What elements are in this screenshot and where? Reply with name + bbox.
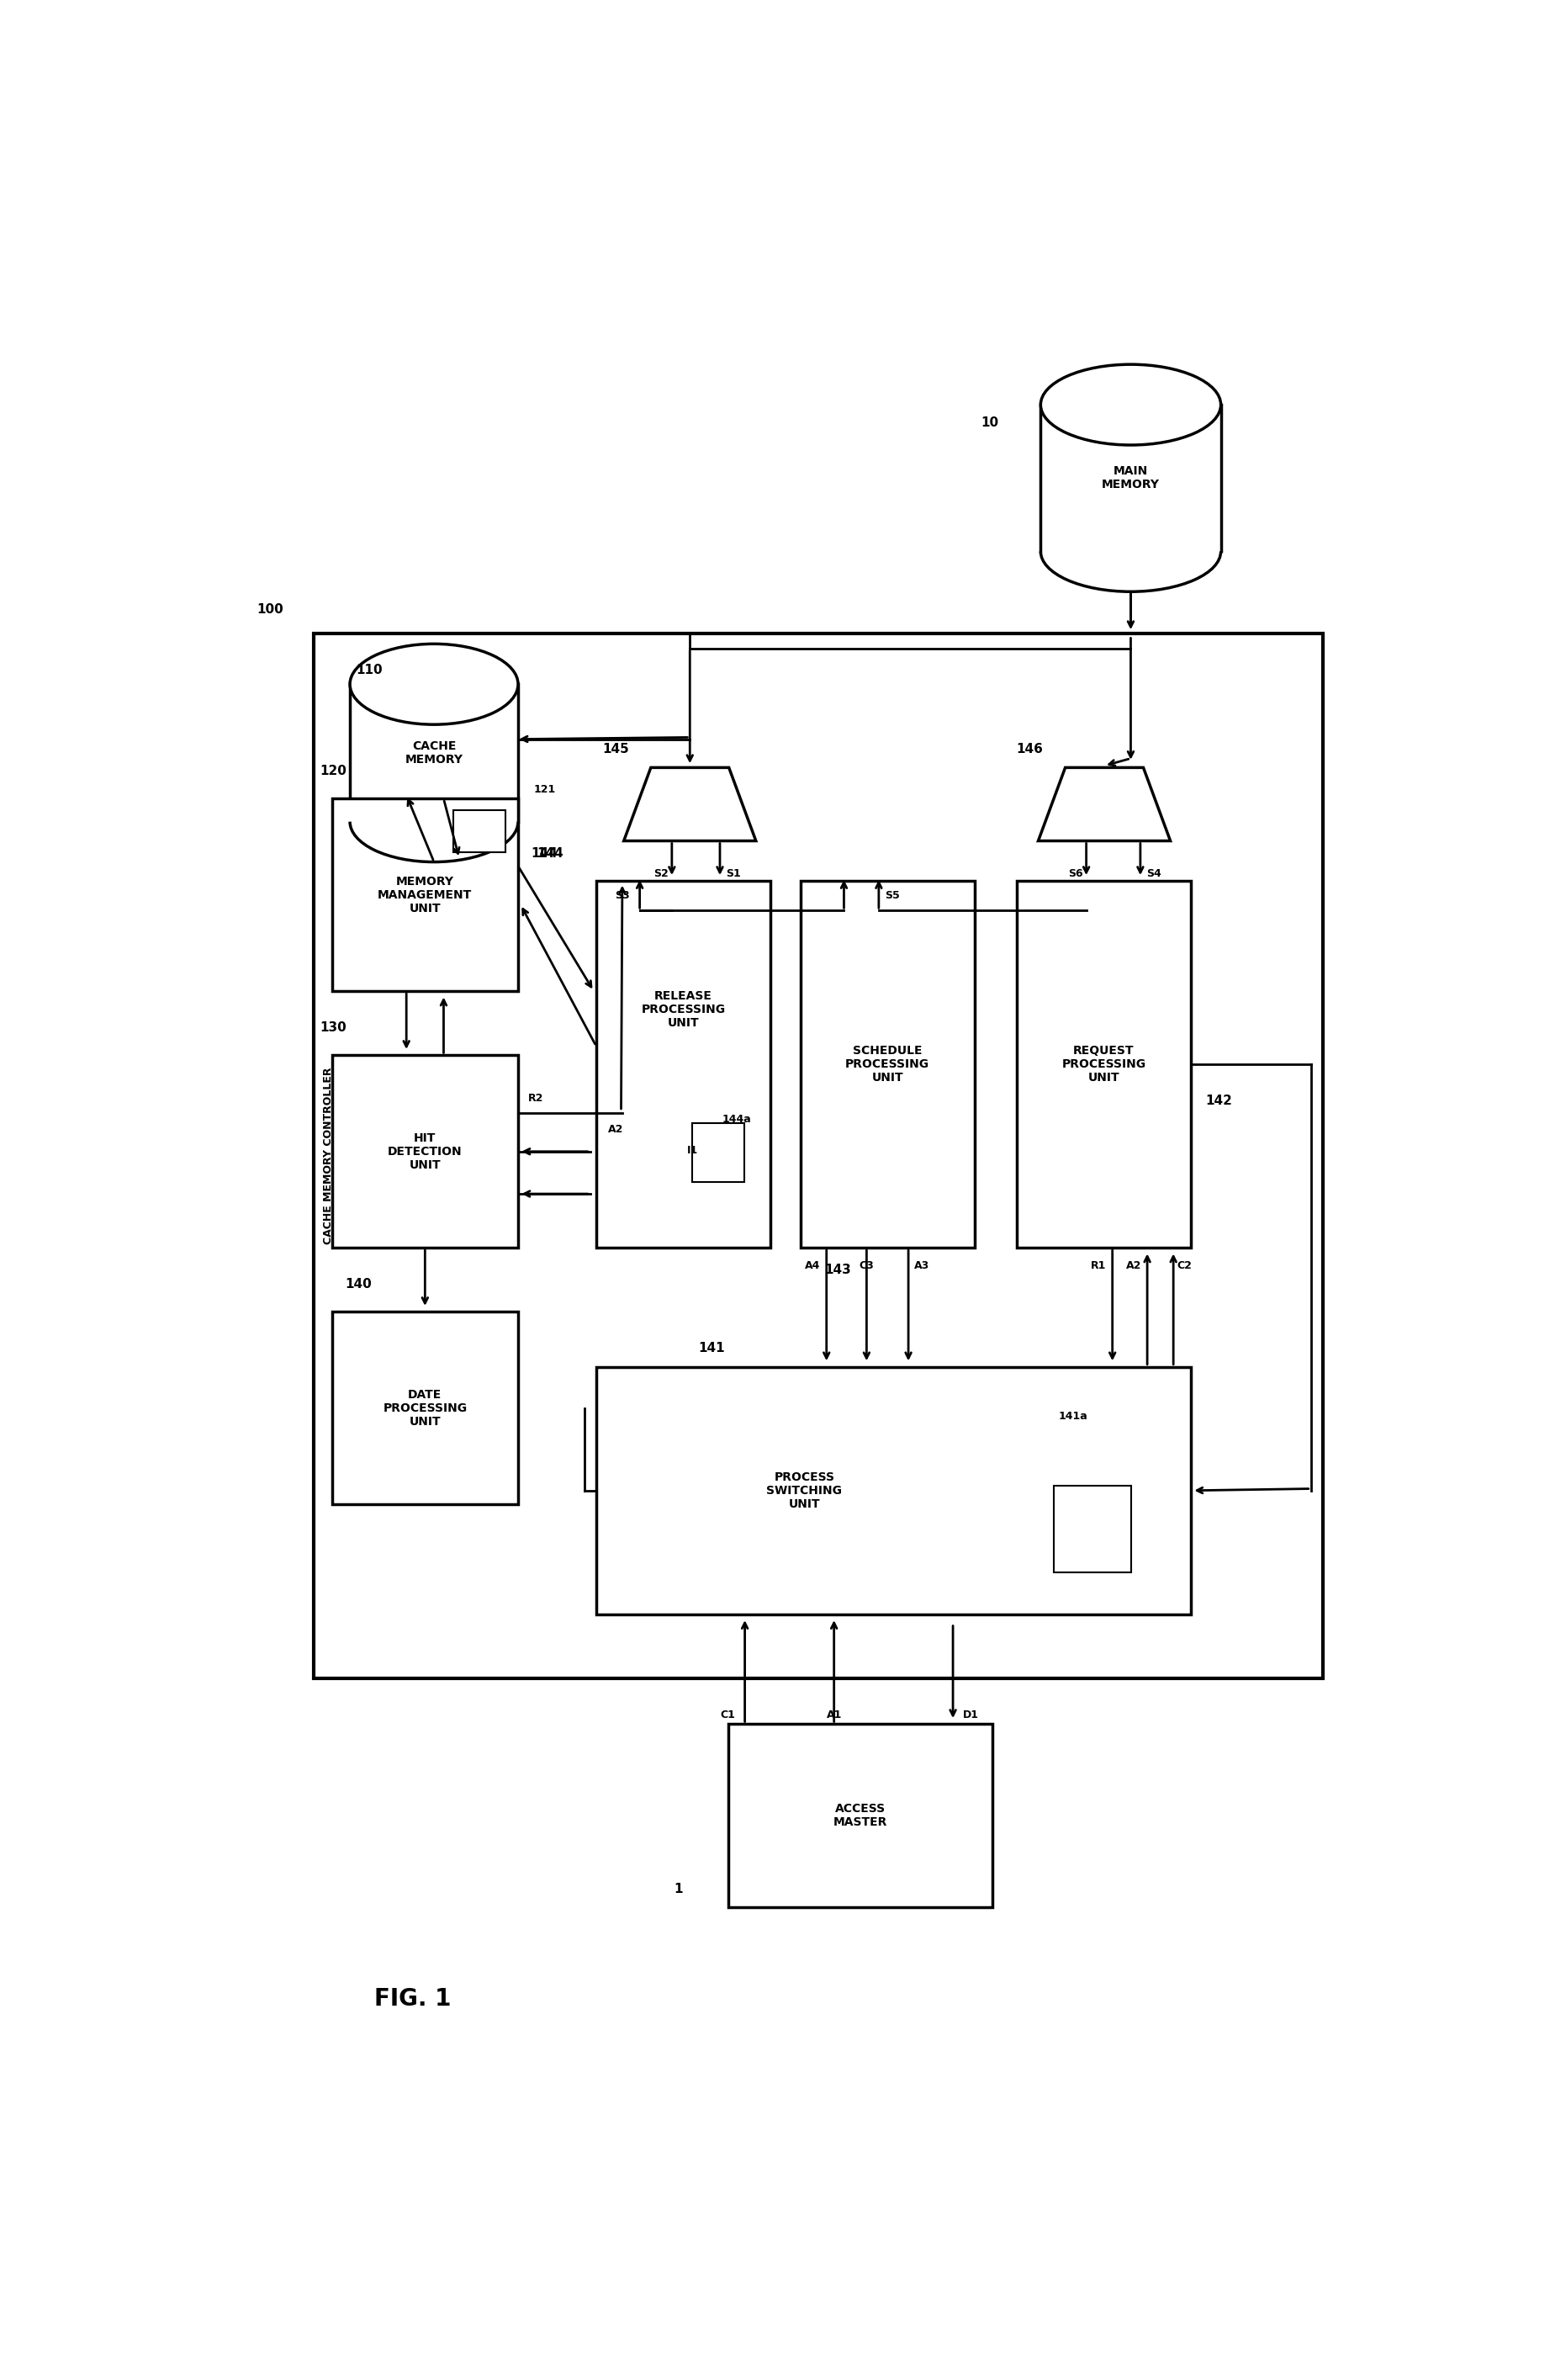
FancyBboxPatch shape bbox=[597, 1366, 1190, 1614]
Text: MAIN
MEMORY: MAIN MEMORY bbox=[1102, 466, 1159, 490]
Text: 143: 143 bbox=[825, 1264, 851, 1276]
Text: A2: A2 bbox=[1125, 1261, 1141, 1271]
FancyBboxPatch shape bbox=[1017, 881, 1190, 1247]
Text: RELEASE
PROCESSING
UNIT: RELEASE PROCESSING UNIT bbox=[642, 990, 725, 1028]
FancyBboxPatch shape bbox=[800, 881, 975, 1247]
Text: A1: A1 bbox=[826, 1709, 842, 1721]
Text: 1: 1 bbox=[674, 1883, 682, 1894]
Text: A3: A3 bbox=[914, 1261, 930, 1271]
FancyBboxPatch shape bbox=[313, 633, 1322, 1678]
Text: 142: 142 bbox=[1206, 1095, 1232, 1107]
Text: R2: R2 bbox=[527, 1092, 542, 1104]
Text: HIT
DETECTION
UNIT: HIT DETECTION UNIT bbox=[388, 1133, 462, 1171]
Text: C2: C2 bbox=[1176, 1261, 1192, 1271]
Text: C1: C1 bbox=[721, 1709, 735, 1721]
Text: 141: 141 bbox=[698, 1342, 725, 1354]
FancyBboxPatch shape bbox=[332, 800, 518, 990]
Text: R1: R1 bbox=[1091, 1261, 1107, 1271]
Text: 120: 120 bbox=[319, 764, 347, 778]
Text: 145: 145 bbox=[601, 743, 629, 754]
Text: 140: 140 bbox=[346, 1278, 372, 1290]
Text: 121: 121 bbox=[533, 783, 556, 795]
Text: DATE
PROCESSING
UNIT: DATE PROCESSING UNIT bbox=[383, 1388, 467, 1428]
Text: S5: S5 bbox=[885, 890, 899, 902]
FancyBboxPatch shape bbox=[453, 809, 505, 852]
Ellipse shape bbox=[1040, 364, 1221, 445]
FancyBboxPatch shape bbox=[691, 1123, 744, 1183]
Text: CACHE MEMORY CONTROLLER: CACHE MEMORY CONTROLLER bbox=[322, 1069, 333, 1245]
Text: REQUEST
PROCESSING
UNIT: REQUEST PROCESSING UNIT bbox=[1062, 1045, 1145, 1083]
Text: MEMORY
MANAGEMENT
UNIT: MEMORY MANAGEMENT UNIT bbox=[378, 876, 473, 914]
FancyBboxPatch shape bbox=[597, 881, 770, 1247]
Text: 144a: 144a bbox=[722, 1114, 752, 1126]
Text: 10: 10 bbox=[981, 416, 998, 428]
Text: 146: 146 bbox=[1017, 743, 1043, 754]
Text: 110: 110 bbox=[357, 664, 383, 676]
Text: S6: S6 bbox=[1068, 869, 1082, 878]
Text: I1: I1 bbox=[687, 1145, 698, 1157]
Text: CACHE
MEMORY: CACHE MEMORY bbox=[405, 740, 463, 766]
Text: D1: D1 bbox=[963, 1709, 978, 1721]
Text: 130: 130 bbox=[319, 1021, 347, 1035]
Text: S2: S2 bbox=[653, 869, 668, 878]
Text: S1: S1 bbox=[725, 869, 741, 878]
Text: FIG. 1: FIG. 1 bbox=[374, 1987, 451, 2011]
Text: 100: 100 bbox=[257, 602, 284, 616]
Text: A4: A4 bbox=[804, 1261, 820, 1271]
FancyBboxPatch shape bbox=[1054, 1485, 1132, 1573]
Text: S4: S4 bbox=[1147, 869, 1161, 878]
Polygon shape bbox=[1039, 769, 1170, 840]
Text: PROCESS
SWITCHING
UNIT: PROCESS SWITCHING UNIT bbox=[766, 1471, 842, 1509]
Ellipse shape bbox=[350, 645, 518, 724]
FancyBboxPatch shape bbox=[332, 1311, 518, 1504]
Text: SCHEDULE
PROCESSING
UNIT: SCHEDULE PROCESSING UNIT bbox=[845, 1045, 930, 1083]
Text: C3: C3 bbox=[859, 1261, 874, 1271]
Text: 144: 144 bbox=[532, 847, 558, 859]
FancyBboxPatch shape bbox=[332, 1054, 518, 1247]
FancyBboxPatch shape bbox=[728, 1723, 992, 1906]
Polygon shape bbox=[623, 769, 756, 840]
Text: ACCESS
MASTER: ACCESS MASTER bbox=[834, 1804, 888, 1828]
Text: S3: S3 bbox=[615, 890, 631, 902]
Text: 141a: 141a bbox=[1059, 1411, 1088, 1421]
Text: A2: A2 bbox=[608, 1123, 623, 1135]
Text: 144: 144 bbox=[536, 847, 564, 859]
